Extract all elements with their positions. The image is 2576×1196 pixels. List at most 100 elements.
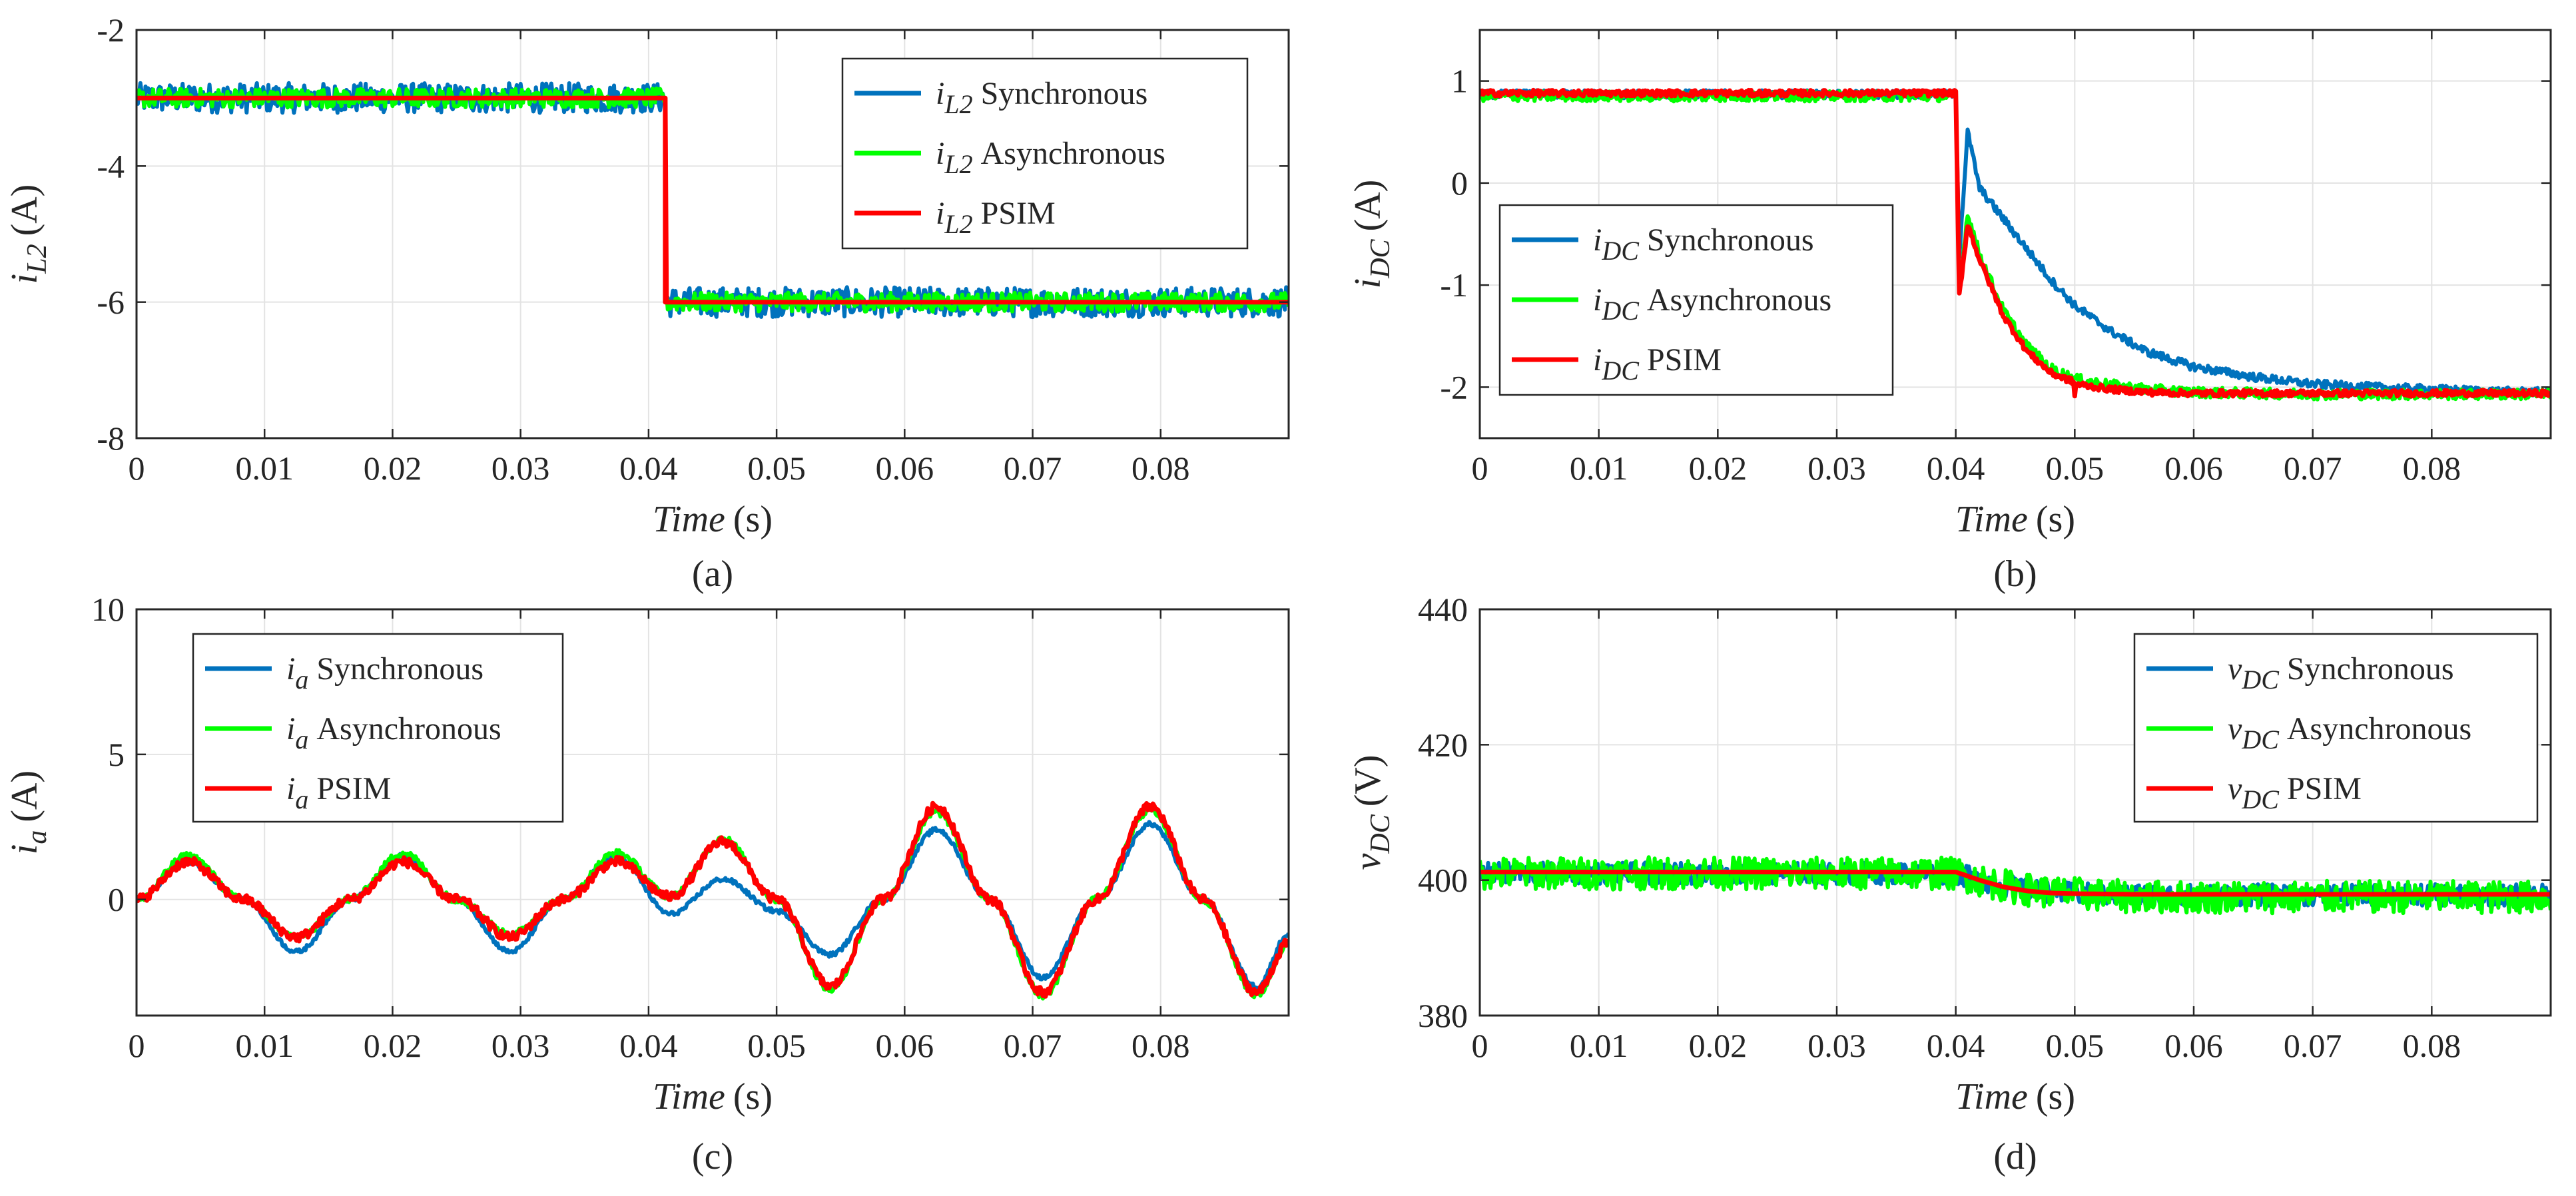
x-tick-label: 0.08 xyxy=(1131,449,1190,487)
panel-caption: (b) xyxy=(1993,553,2037,595)
legend-name: PSIM xyxy=(316,771,391,806)
series-line-psim xyxy=(1480,870,2551,897)
x-axis-label: Time (s) xyxy=(1955,499,2075,540)
x-axis-label-unit: (s) xyxy=(2036,499,2075,540)
panel-caption: (c) xyxy=(692,1136,733,1177)
x-tick-label: 0.05 xyxy=(747,1027,806,1064)
legend-sub: DC xyxy=(2241,725,2280,754)
legend-entry: ia PSIM xyxy=(286,771,391,814)
y-tick-label: 420 xyxy=(1418,726,1468,763)
axes-frame xyxy=(1478,608,2552,1017)
x-axis-label-var: Time xyxy=(1955,1076,2028,1117)
legend-name: Asynchronous xyxy=(2287,711,2471,747)
plot-area xyxy=(137,81,1289,320)
series-line-psim xyxy=(137,800,1289,999)
legend-var: i xyxy=(1593,222,1602,258)
x-tick-label: 0.01 xyxy=(235,1027,294,1064)
legend-var: i xyxy=(936,136,944,171)
legend-var: v xyxy=(2228,771,2242,806)
x-axis-label-unit: (s) xyxy=(2036,1076,2075,1117)
y-tick-label: 1 xyxy=(1451,63,1468,100)
x-tick-label: 0.06 xyxy=(2164,1027,2223,1064)
panel-caption: (a) xyxy=(692,553,733,595)
x-tick-label: 0.07 xyxy=(2284,1027,2342,1064)
x-tick-label: 0.06 xyxy=(2164,449,2223,487)
axes-frame xyxy=(135,29,1290,440)
plot-area xyxy=(1480,855,2551,916)
x-tick-label: 0.04 xyxy=(1927,449,1985,487)
y-tick-label: -8 xyxy=(97,420,125,457)
x-axis-label-var: Time xyxy=(1955,499,2028,540)
x-tick-label: 0 xyxy=(1472,449,1488,487)
y-tick-label: 10 xyxy=(91,591,125,628)
x-tick-label: 0.05 xyxy=(2046,449,2104,487)
legend-var: i xyxy=(286,651,295,687)
legend-var: i xyxy=(936,196,944,231)
x-axis-label: Time (s) xyxy=(653,1076,773,1117)
y-axis-label-var: i xyxy=(4,274,45,284)
x-tick-label: 0.04 xyxy=(619,1027,678,1064)
legend-name: Asynchronous xyxy=(981,136,1165,171)
series-line-asynchronous xyxy=(1480,855,2551,916)
legend-name: PSIM xyxy=(1647,342,1722,378)
y-tick-label: 400 xyxy=(1418,862,1468,899)
series-line-asynchronous xyxy=(137,805,1289,1001)
x-tick-label: 0.08 xyxy=(2403,449,2461,487)
series-line-psim xyxy=(137,95,1289,305)
y-tick-label: 380 xyxy=(1418,997,1468,1034)
legend-sub: a xyxy=(295,665,308,695)
x-axis-label-unit: (s) xyxy=(733,1076,773,1117)
legend-var: i xyxy=(936,76,944,111)
x-tick-label: 0.02 xyxy=(364,449,422,487)
legend-var: v xyxy=(2228,651,2242,687)
legend-var: v xyxy=(2228,711,2242,747)
y-tick-label: 0 xyxy=(1451,164,1468,202)
x-tick-label: 0.07 xyxy=(1004,1027,1062,1064)
y-tick-label: -2 xyxy=(1440,368,1468,406)
y-tick-label: 440 xyxy=(1418,591,1468,628)
x-axis-label-unit: (s) xyxy=(733,499,773,540)
x-tick-label: 0.08 xyxy=(1131,1027,1190,1064)
legend-sub: DC xyxy=(2241,784,2280,814)
y-axis-label-sub: a xyxy=(22,830,53,844)
legend-name: Asynchronous xyxy=(316,711,501,747)
y-axis-label-unit: (A) xyxy=(1347,180,1389,232)
chart-c: 0 0.01 0.02 0.03 0.04 0.05 0.06 0.07 0.08 0 5 10 Tim… xyxy=(4,591,1290,1177)
x-tick-label: 0.05 xyxy=(2046,1027,2104,1064)
legend-var: i xyxy=(286,711,295,747)
x-axis-label-var: Time xyxy=(653,499,725,540)
chart-d: 0 0.01 0.02 0.03 0.04 0.05 0.06 0.07 0.08 380 400 4… xyxy=(1347,591,2552,1177)
plot-area xyxy=(137,800,1289,1001)
y-axis-label-unit: (A) xyxy=(4,184,45,236)
y-axis-label-unit: (V) xyxy=(1347,755,1389,807)
x-tick-label: 0.08 xyxy=(2403,1027,2461,1064)
x-tick-label: 0.07 xyxy=(2284,449,2342,487)
y-axis-label: ia (A) xyxy=(4,770,53,854)
y-tick-label: 0 xyxy=(108,881,125,918)
legend-sub: DC xyxy=(1601,296,1640,326)
y-axis-label: iL2 (A) xyxy=(4,184,53,284)
plot-area xyxy=(1480,87,2551,402)
legend-name: Synchronous xyxy=(316,651,483,687)
legend-sub: DC xyxy=(1601,236,1640,266)
x-tick-label: 0.02 xyxy=(364,1027,422,1064)
y-tick-label: 5 xyxy=(108,736,125,773)
y-axis-label: iDC (A) xyxy=(1347,180,1396,289)
x-tick-label: 0.01 xyxy=(1570,449,1628,487)
legend-var: i xyxy=(1593,342,1602,378)
legend-entry: iL2 Synchronous xyxy=(936,76,1147,119)
legend-entry: vDC Asynchronous xyxy=(2228,711,2471,754)
x-tick-label: 0 xyxy=(1472,1027,1488,1064)
legend-name: Synchronous xyxy=(981,76,1148,111)
y-tick-label: -2 xyxy=(97,11,125,49)
legend-entry: iDC PSIM xyxy=(1593,342,1722,386)
y-axis-label-sub: DC xyxy=(1365,814,1396,854)
x-tick-label: 0.04 xyxy=(1927,1027,1985,1064)
legend-entry: vDC PSIM xyxy=(2228,771,2362,814)
chart-a: 0 0.01 0.02 0.03 0.04 0.05 0.06 0.07 0.08 -8 -6 -4 -… xyxy=(4,11,1290,595)
axes-frame xyxy=(1478,29,2552,440)
x-tick-label: 0 xyxy=(129,449,145,487)
